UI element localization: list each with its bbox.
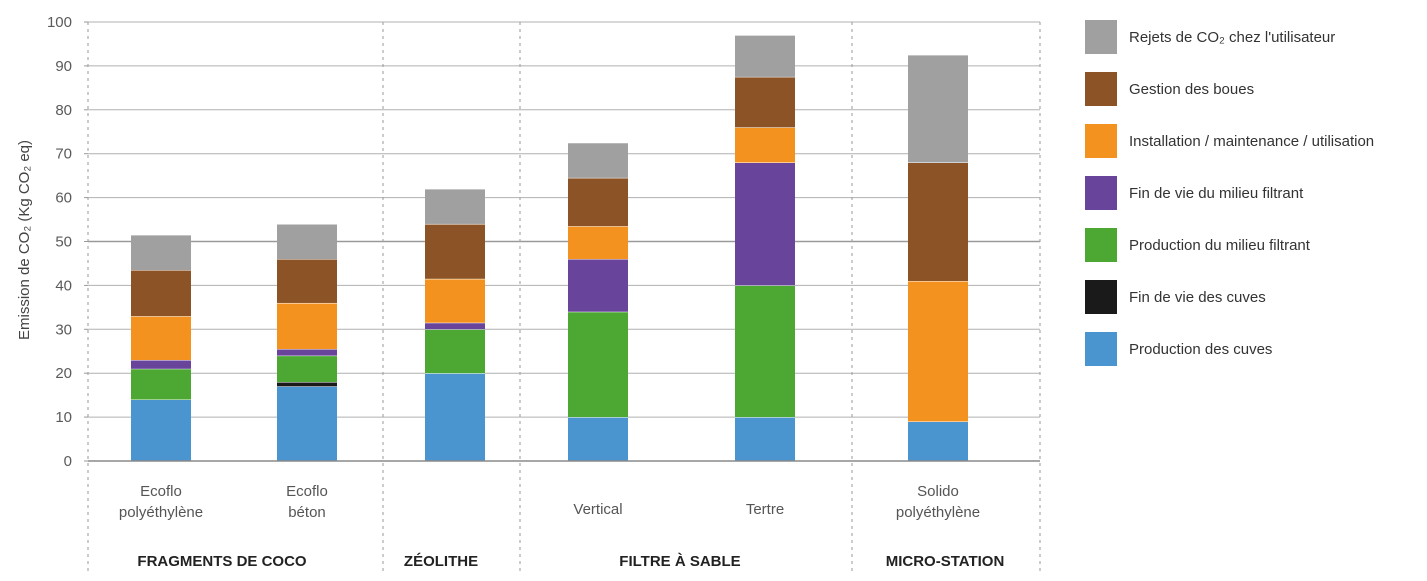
group-label: FRAGMENTS DE COCO	[137, 553, 307, 570]
bar-segment	[277, 349, 337, 356]
y-tick-label: 100	[47, 14, 72, 31]
bar-segment	[568, 142, 628, 178]
grid	[87, 21, 1041, 572]
bar-segment	[277, 381, 337, 387]
y-tick-label: 50	[55, 234, 72, 251]
bar-segment	[425, 373, 485, 461]
category-label-line: Ecoflo	[140, 483, 182, 500]
y-tick-label: 0	[64, 453, 72, 470]
bar-segment	[735, 76, 795, 128]
category-label-line: Tertre	[746, 501, 784, 518]
legend-swatch	[1085, 176, 1117, 210]
y-tick-label: 60	[55, 190, 72, 207]
bar-segment	[277, 355, 337, 382]
category-label-line: Ecoflo	[286, 483, 328, 500]
bar-segment	[735, 127, 795, 163]
category-label: Vertical	[573, 501, 622, 518]
bar-segment	[735, 35, 795, 77]
legend-label: Installation / maintenance / utilisation	[1129, 133, 1374, 150]
bar-segment	[425, 223, 485, 279]
bar-segment	[425, 322, 485, 330]
y-tick-label: 70	[55, 146, 72, 163]
category-label-line: polyéthylène	[896, 504, 980, 521]
category-label: Tertre	[746, 501, 784, 518]
bar-segment	[131, 360, 191, 369]
category-label: Solido polyéthylène	[896, 483, 980, 521]
legend-label: Fin de vie des cuves	[1129, 289, 1266, 306]
legend-label: Production du milieu filtrant	[1129, 237, 1311, 254]
category-label-line: Solido	[917, 483, 959, 500]
legend-swatch	[1085, 72, 1117, 106]
legend-swatch	[1085, 20, 1117, 54]
category-label-line: béton	[288, 504, 326, 521]
bar-segment	[735, 162, 795, 286]
bar-segment	[568, 417, 628, 461]
bar-segment	[908, 54, 968, 163]
group-label: ZÉOLITHE	[404, 553, 478, 570]
bar-segment	[131, 399, 191, 461]
legend-label: Gestion des boues	[1129, 81, 1254, 98]
bar-segment	[425, 188, 485, 224]
legend-swatch	[1085, 280, 1117, 314]
legend-swatch	[1085, 124, 1117, 158]
category-label-line: Vertical	[573, 501, 622, 518]
bar-segment	[908, 421, 968, 461]
y-tick-label: 90	[55, 58, 72, 75]
legend-label: Rejets de CO₂ chez l'utilisateur	[1129, 29, 1335, 46]
bar-segment	[131, 234, 191, 271]
bar-segment	[277, 386, 337, 461]
bar-segment	[568, 311, 628, 418]
bar-segment	[908, 162, 968, 282]
bars	[131, 34, 968, 461]
bar-segment	[568, 259, 628, 312]
bar-segment	[131, 316, 191, 361]
legend-label: Production des cuves	[1129, 341, 1272, 358]
bar-segment	[425, 329, 485, 374]
bar-segment	[425, 278, 485, 323]
bar-segment	[277, 259, 337, 303]
bar-segment	[568, 226, 628, 260]
category-label-line: polyéthylène	[119, 504, 203, 521]
legend-swatch	[1085, 332, 1117, 366]
y-tick-label: 10	[55, 409, 72, 426]
bar-segment	[277, 302, 337, 350]
bar-segment	[568, 177, 628, 227]
bar-segment	[131, 270, 191, 317]
category-label: Ecoflo béton	[286, 483, 328, 521]
category-label: Ecoflo polyéthylène	[119, 483, 203, 521]
category-labels: Ecoflo polyéthylène Ecoflo béton Vertical Ter…	[119, 483, 1004, 570]
y-tick-label: 20	[55, 365, 72, 382]
axes: 0 10 20 30 40 50 60 70 80 90 100	[47, 14, 1040, 470]
y-tick-label: 40	[55, 277, 72, 294]
bar-segment	[735, 285, 795, 418]
bar-segment	[277, 223, 337, 260]
y-tick-label: 30	[55, 321, 72, 338]
legend: Rejets de CO₂ chez l'utilisateur Gestion …	[1085, 20, 1374, 366]
group-label: FILTRE À SABLE	[619, 553, 740, 570]
y-axis-label: Emission de CO₂ (Kg CO₂ eq)	[16, 140, 33, 340]
group-label: MICRO-STATION	[886, 553, 1005, 570]
bar-segment	[131, 368, 191, 400]
bar-segment	[908, 281, 968, 422]
legend-swatch	[1085, 228, 1117, 262]
y-tick-label: 80	[55, 102, 72, 119]
legend-label: Fin de vie du milieu filtrant	[1129, 185, 1304, 202]
bar-segment	[735, 417, 795, 461]
